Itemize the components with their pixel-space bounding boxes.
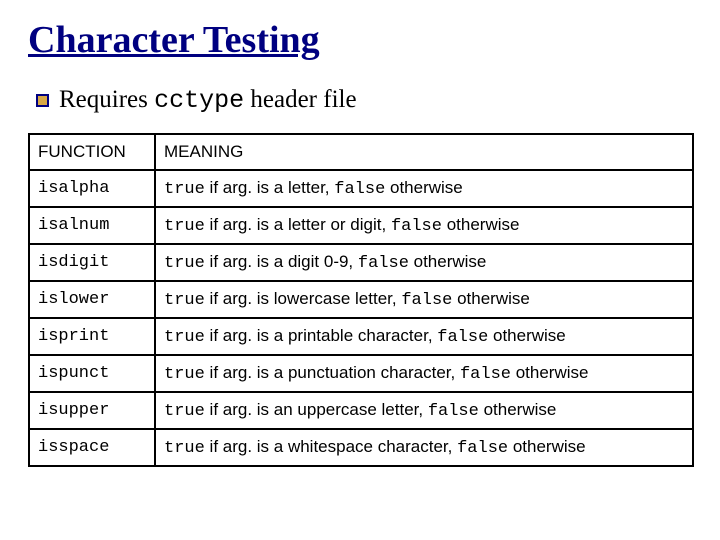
meaning-text-2: otherwise bbox=[385, 178, 462, 197]
bullet-line: Requires cctype header file bbox=[36, 86, 692, 115]
code-true: true bbox=[164, 365, 205, 384]
meaning-text-1: if arg. is a letter, bbox=[205, 178, 334, 197]
function-name: islower bbox=[29, 281, 155, 318]
table-row: islowertrue if arg. is lowercase letter,… bbox=[29, 281, 693, 318]
function-meaning: true if arg. is an uppercase letter, fal… bbox=[155, 392, 693, 429]
meaning-text-2: otherwise bbox=[508, 437, 585, 456]
meaning-text-2: otherwise bbox=[409, 252, 486, 271]
meaning-text-2: otherwise bbox=[479, 400, 556, 419]
function-meaning: true if arg. is a punctuation character,… bbox=[155, 355, 693, 392]
meaning-text-1: if arg. is a printable character, bbox=[205, 326, 437, 345]
code-false: false bbox=[358, 254, 409, 273]
functions-table: FUNCTION MEANING isalphatrue if arg. is … bbox=[28, 133, 694, 467]
bullet-pre: Requires bbox=[59, 86, 154, 113]
function-name: isalnum bbox=[29, 207, 155, 244]
meaning-text-1: if arg. is a digit 0-9, bbox=[205, 252, 358, 271]
bullet-code: cctype bbox=[154, 86, 244, 115]
code-false: false bbox=[391, 217, 442, 236]
bullet-square-icon bbox=[36, 94, 49, 107]
meaning-text-1: if arg. is lowercase letter, bbox=[205, 289, 402, 308]
code-true: true bbox=[164, 439, 205, 458]
col-header-function: FUNCTION bbox=[29, 134, 155, 170]
table-row: isalnumtrue if arg. is a letter or digit… bbox=[29, 207, 693, 244]
table-header-row: FUNCTION MEANING bbox=[29, 134, 693, 170]
code-false: false bbox=[401, 291, 452, 310]
code-true: true bbox=[164, 217, 205, 236]
function-name: ispunct bbox=[29, 355, 155, 392]
function-meaning: true if arg. is a digit 0-9, false other… bbox=[155, 244, 693, 281]
code-false: false bbox=[428, 402, 479, 421]
code-true: true bbox=[164, 328, 205, 347]
table-row: isspacetrue if arg. is a whitespace char… bbox=[29, 429, 693, 466]
meaning-text-1: if arg. is a punctuation character, bbox=[205, 363, 460, 382]
meaning-text-2: otherwise bbox=[452, 289, 529, 308]
code-false: false bbox=[460, 365, 511, 384]
function-meaning: true if arg. is a letter or digit, false… bbox=[155, 207, 693, 244]
code-false: false bbox=[457, 439, 508, 458]
function-name: isdigit bbox=[29, 244, 155, 281]
table-row: isuppertrue if arg. is an uppercase lett… bbox=[29, 392, 693, 429]
function-meaning: true if arg. is a printable character, f… bbox=[155, 318, 693, 355]
code-false: false bbox=[437, 328, 488, 347]
col-header-meaning: MEANING bbox=[155, 134, 693, 170]
meaning-text-1: if arg. is a letter or digit, bbox=[205, 215, 391, 234]
function-name: isalpha bbox=[29, 170, 155, 207]
meaning-text-1: if arg. is a whitespace character, bbox=[205, 437, 457, 456]
function-meaning: true if arg. is lowercase letter, false … bbox=[155, 281, 693, 318]
bullet-text: Requires cctype header file bbox=[59, 86, 357, 115]
meaning-text-1: if arg. is an uppercase letter, bbox=[205, 400, 428, 419]
function-name: isspace bbox=[29, 429, 155, 466]
meaning-text-2: otherwise bbox=[488, 326, 565, 345]
function-name: isupper bbox=[29, 392, 155, 429]
table-row: isdigittrue if arg. is a digit 0-9, fals… bbox=[29, 244, 693, 281]
table-row: isalphatrue if arg. is a letter, false o… bbox=[29, 170, 693, 207]
bullet-post: header file bbox=[244, 86, 356, 113]
code-false: false bbox=[334, 180, 385, 199]
code-true: true bbox=[164, 402, 205, 421]
table-row: isprinttrue if arg. is a printable chara… bbox=[29, 318, 693, 355]
function-meaning: true if arg. is a letter, false otherwis… bbox=[155, 170, 693, 207]
page-title: Character Testing bbox=[28, 18, 692, 62]
function-name: isprint bbox=[29, 318, 155, 355]
meaning-text-2: otherwise bbox=[442, 215, 519, 234]
code-true: true bbox=[164, 180, 205, 199]
table-row: ispuncttrue if arg. is a punctuation cha… bbox=[29, 355, 693, 392]
code-true: true bbox=[164, 254, 205, 273]
code-true: true bbox=[164, 291, 205, 310]
meaning-text-2: otherwise bbox=[511, 363, 588, 382]
function-meaning: true if arg. is a whitespace character, … bbox=[155, 429, 693, 466]
